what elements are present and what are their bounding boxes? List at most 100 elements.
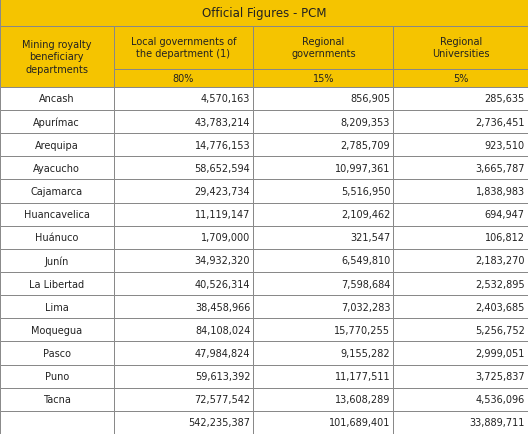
Text: 40,526,314: 40,526,314 bbox=[195, 279, 250, 289]
Text: 2,532,895: 2,532,895 bbox=[475, 279, 525, 289]
Bar bbox=[114, 319, 253, 342]
Text: Ancash: Ancash bbox=[39, 94, 74, 104]
Text: 2,183,270: 2,183,270 bbox=[475, 256, 525, 266]
Bar bbox=[253, 296, 393, 319]
Bar bbox=[0, 249, 114, 273]
Text: Ayacucho: Ayacucho bbox=[33, 164, 80, 174]
Text: 2,736,451: 2,736,451 bbox=[475, 117, 525, 127]
Bar bbox=[114, 157, 253, 180]
Bar bbox=[253, 226, 393, 249]
Text: 2,109,462: 2,109,462 bbox=[341, 210, 390, 220]
Bar bbox=[114, 111, 253, 134]
Bar bbox=[114, 411, 253, 434]
Bar bbox=[253, 111, 393, 134]
Text: 58,652,594: 58,652,594 bbox=[194, 164, 250, 174]
Bar bbox=[393, 157, 528, 180]
Bar bbox=[0, 88, 114, 111]
Text: Lima: Lima bbox=[45, 302, 69, 312]
Text: 84,108,024: 84,108,024 bbox=[195, 325, 250, 335]
Bar bbox=[114, 342, 253, 365]
Text: 34,932,320: 34,932,320 bbox=[195, 256, 250, 266]
Text: 1,709,000: 1,709,000 bbox=[201, 233, 250, 243]
Text: Mining royalty
beneficiary
departments: Mining royalty beneficiary departments bbox=[22, 40, 91, 75]
Bar bbox=[393, 388, 528, 411]
Bar bbox=[393, 226, 528, 249]
Bar bbox=[114, 134, 253, 157]
Bar bbox=[393, 69, 528, 88]
Text: Local governments of
the department (1): Local governments of the department (1) bbox=[131, 37, 236, 59]
Text: Tacna: Tacna bbox=[43, 395, 71, 404]
Bar bbox=[253, 388, 393, 411]
Bar bbox=[393, 319, 528, 342]
Text: 3,665,787: 3,665,787 bbox=[475, 164, 525, 174]
Text: 29,423,734: 29,423,734 bbox=[195, 187, 250, 197]
Bar bbox=[253, 69, 393, 88]
Bar bbox=[393, 273, 528, 296]
Text: 47,984,824: 47,984,824 bbox=[195, 348, 250, 358]
Bar bbox=[393, 411, 528, 434]
Bar bbox=[0, 411, 114, 434]
Bar bbox=[0, 203, 114, 226]
Bar bbox=[114, 180, 253, 203]
Text: Official Figures - PCM: Official Figures - PCM bbox=[202, 7, 326, 20]
Bar bbox=[393, 180, 528, 203]
Bar bbox=[0, 388, 114, 411]
Text: 72,577,542: 72,577,542 bbox=[194, 395, 250, 404]
Text: 10,997,361: 10,997,361 bbox=[335, 164, 390, 174]
Text: 15,770,255: 15,770,255 bbox=[334, 325, 390, 335]
Text: 2,403,685: 2,403,685 bbox=[475, 302, 525, 312]
Text: 7,032,283: 7,032,283 bbox=[341, 302, 390, 312]
Bar bbox=[393, 365, 528, 388]
Text: Junín: Junín bbox=[44, 256, 69, 266]
Bar bbox=[253, 319, 393, 342]
Bar bbox=[393, 111, 528, 134]
Bar bbox=[0, 0, 528, 27]
Bar bbox=[253, 134, 393, 157]
Text: Pasco: Pasco bbox=[43, 348, 71, 358]
Text: 15%: 15% bbox=[313, 74, 334, 83]
Bar bbox=[393, 88, 528, 111]
Text: 11,177,511: 11,177,511 bbox=[335, 372, 390, 381]
Bar bbox=[393, 203, 528, 226]
Bar bbox=[0, 273, 114, 296]
Text: 11,119,147: 11,119,147 bbox=[195, 210, 250, 220]
Bar bbox=[0, 111, 114, 134]
Text: Apurímac: Apurímac bbox=[33, 117, 80, 128]
Text: 9,155,282: 9,155,282 bbox=[341, 348, 390, 358]
Text: 5%: 5% bbox=[453, 74, 468, 83]
Bar bbox=[114, 27, 253, 69]
Bar bbox=[114, 249, 253, 273]
Text: 1,838,983: 1,838,983 bbox=[476, 187, 525, 197]
Text: 101,689,401: 101,689,401 bbox=[329, 418, 390, 427]
Bar bbox=[253, 342, 393, 365]
Text: Huánuco: Huánuco bbox=[35, 233, 79, 243]
Bar bbox=[114, 226, 253, 249]
Bar bbox=[0, 180, 114, 203]
Bar bbox=[0, 226, 114, 249]
Text: 923,510: 923,510 bbox=[485, 141, 525, 150]
Text: 2,999,051: 2,999,051 bbox=[475, 348, 525, 358]
Bar bbox=[0, 27, 114, 88]
Bar bbox=[0, 157, 114, 180]
Text: Arequipa: Arequipa bbox=[35, 141, 79, 150]
Bar bbox=[393, 296, 528, 319]
Text: 3,725,837: 3,725,837 bbox=[475, 372, 525, 381]
Text: 321,547: 321,547 bbox=[350, 233, 390, 243]
Bar bbox=[393, 27, 528, 69]
Text: 694,947: 694,947 bbox=[485, 210, 525, 220]
Bar bbox=[0, 296, 114, 319]
Bar bbox=[393, 249, 528, 273]
Text: 33,889,711: 33,889,711 bbox=[469, 418, 525, 427]
Text: Regional
governments: Regional governments bbox=[291, 37, 356, 59]
Text: 285,635: 285,635 bbox=[485, 94, 525, 104]
Text: 5,256,752: 5,256,752 bbox=[475, 325, 525, 335]
Text: 38,458,966: 38,458,966 bbox=[195, 302, 250, 312]
Bar bbox=[253, 273, 393, 296]
Text: Puno: Puno bbox=[45, 372, 69, 381]
Text: La Libertad: La Libertad bbox=[29, 279, 84, 289]
Text: 856,905: 856,905 bbox=[350, 94, 390, 104]
Bar bbox=[253, 411, 393, 434]
Text: 14,776,153: 14,776,153 bbox=[195, 141, 250, 150]
Text: Cajamarca: Cajamarca bbox=[31, 187, 83, 197]
Bar bbox=[253, 365, 393, 388]
